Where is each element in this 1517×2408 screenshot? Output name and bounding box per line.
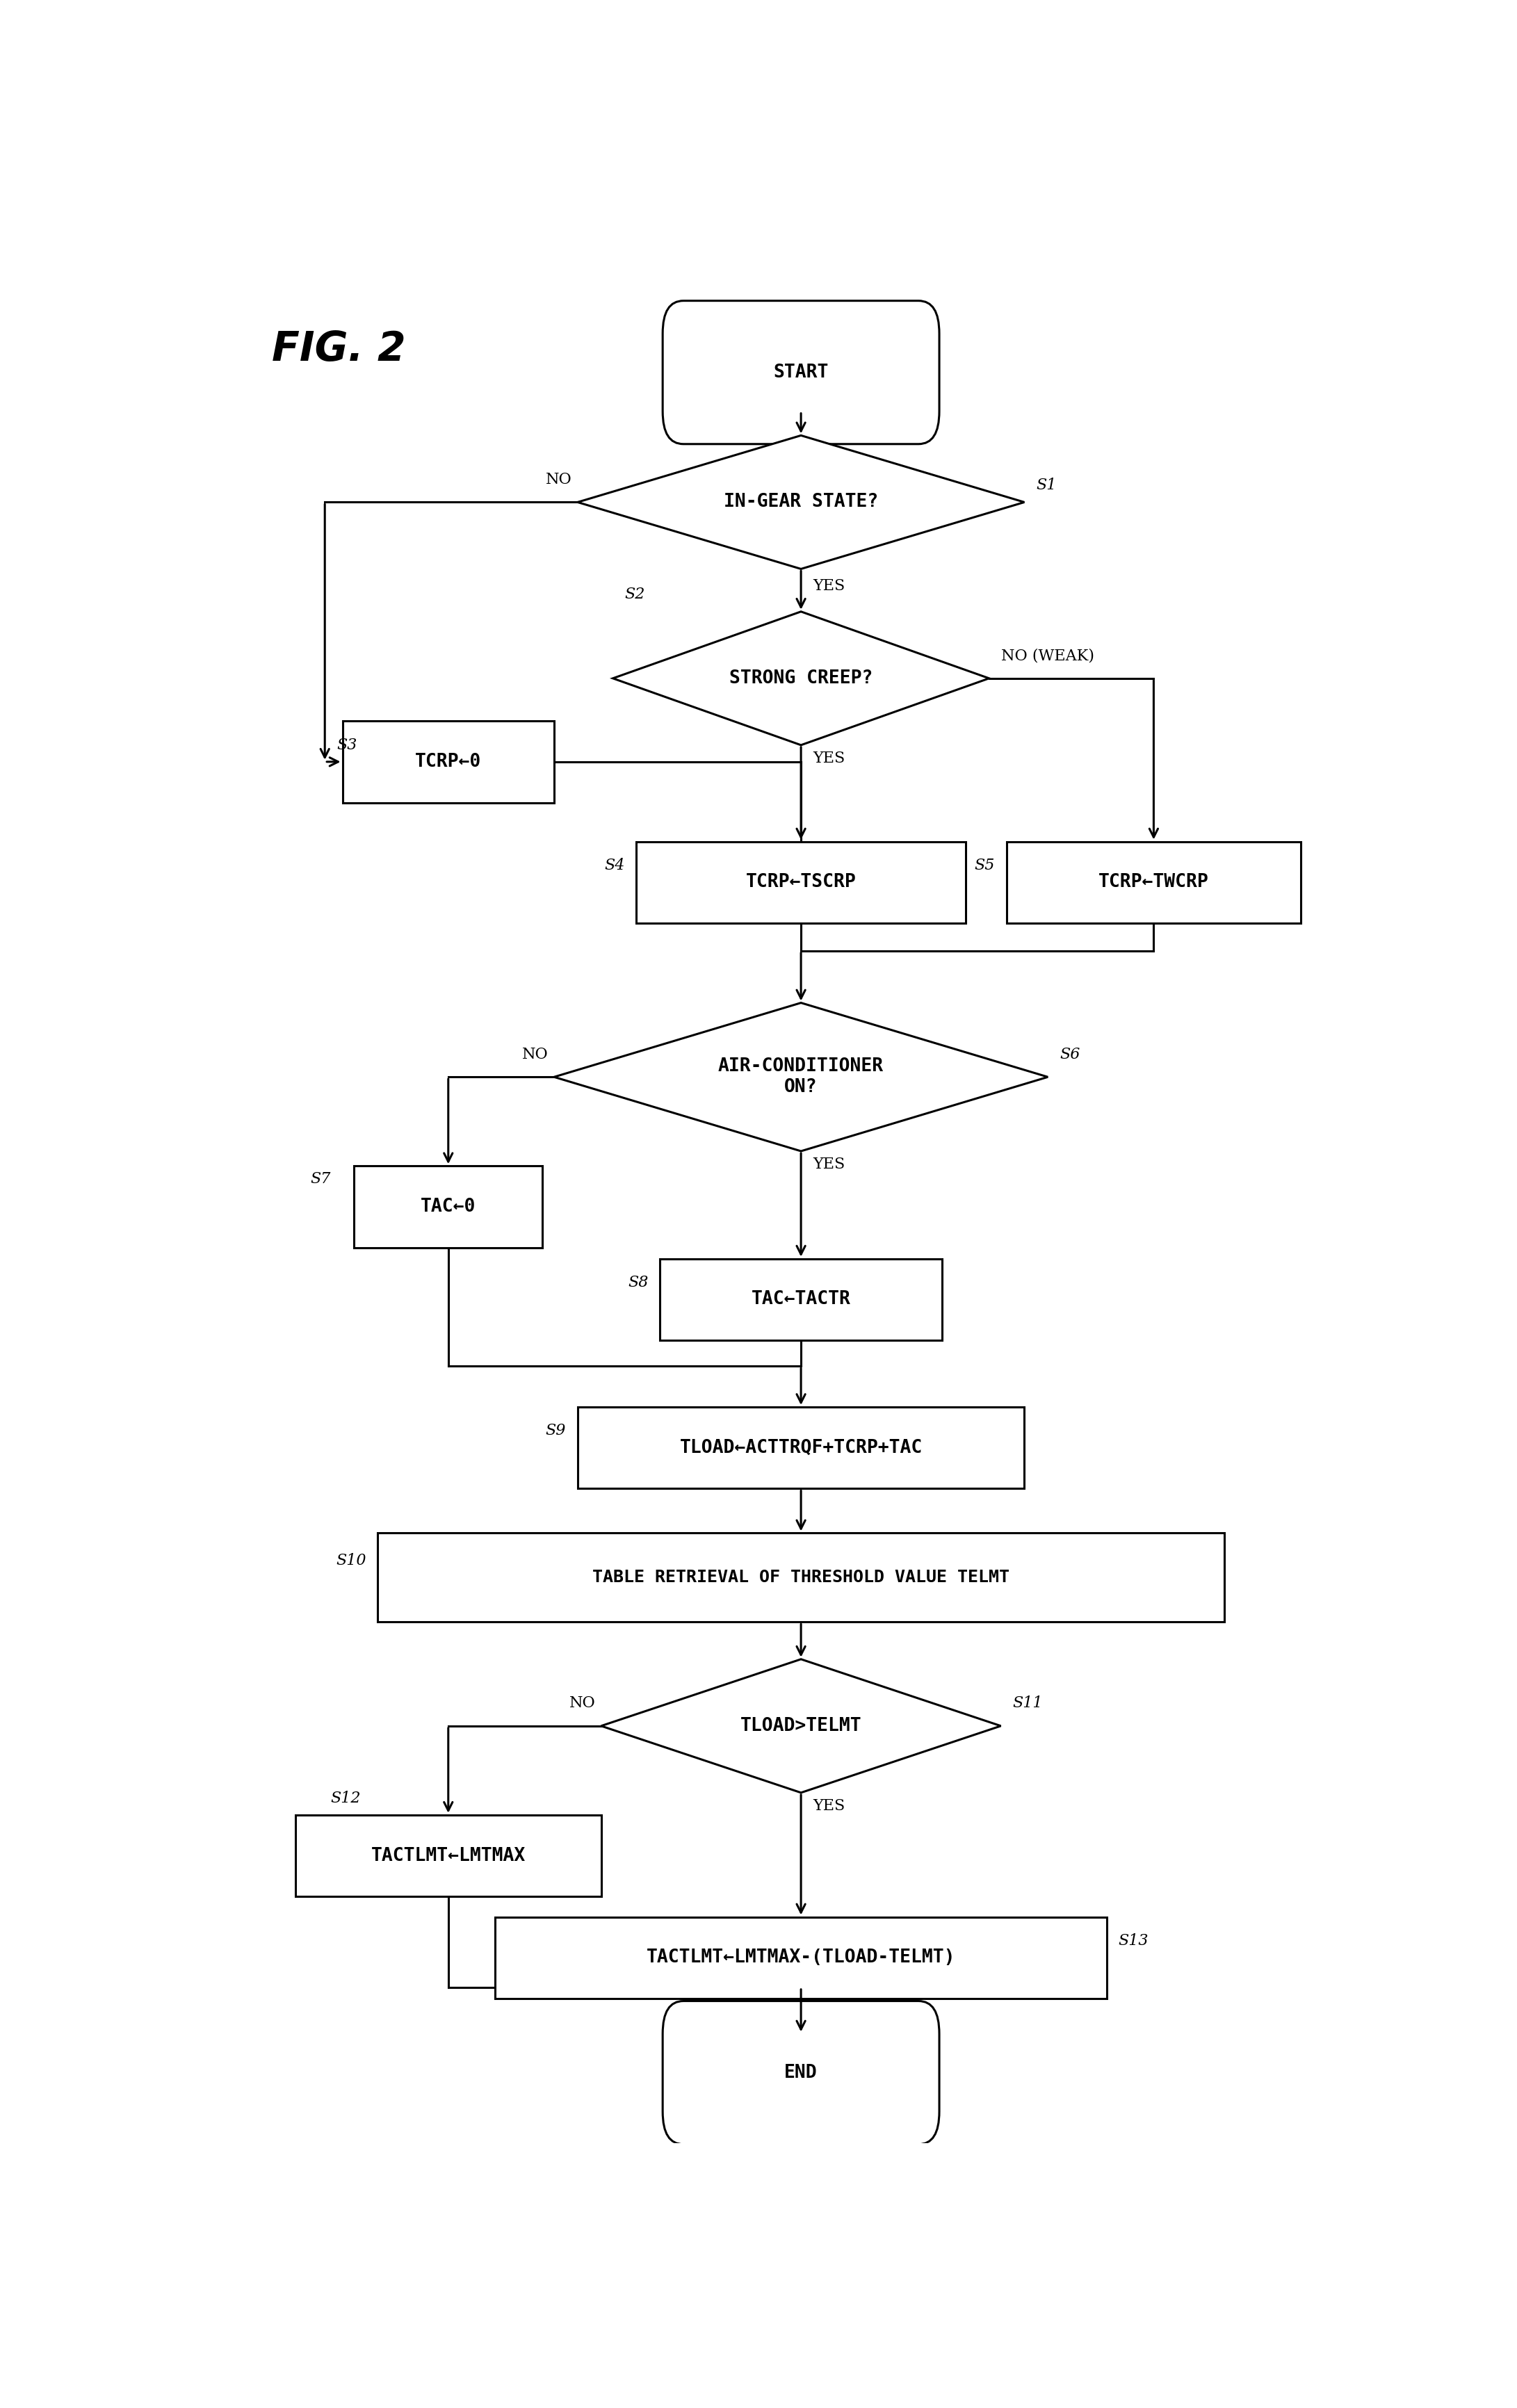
Text: START: START [774, 364, 828, 380]
Text: FIG. 2: FIG. 2 [272, 330, 407, 368]
Bar [495, 1917, 1107, 1999]
Text: NO: NO [522, 1047, 548, 1062]
Bar [296, 1816, 601, 1898]
Text: STRONG CREEP?: STRONG CREEP? [730, 669, 872, 686]
Text: S12: S12 [331, 1792, 361, 1806]
Text: S4: S4 [604, 857, 625, 874]
Text: S9: S9 [546, 1423, 566, 1438]
Text: AIR-CONDITIONER
ON?: AIR-CONDITIONER ON? [718, 1057, 884, 1096]
Text: S5: S5 [974, 857, 995, 874]
Text: TCRP←0: TCRP←0 [416, 754, 481, 771]
Text: TAC←TACTR: TAC←TACTR [751, 1291, 851, 1308]
Polygon shape [601, 1659, 1001, 1792]
Text: TAC←0: TAC←0 [420, 1197, 476, 1216]
Polygon shape [554, 1002, 1048, 1151]
Text: S3: S3 [337, 737, 356, 751]
Bar [1007, 840, 1300, 922]
Text: TLOAD←ACTTRQF+TCRP+TAC: TLOAD←ACTTRQF+TCRP+TAC [680, 1438, 922, 1457]
Text: TACTLMT←LMTMAX: TACTLMT←LMTMAX [372, 1847, 525, 1864]
Text: NO: NO [546, 472, 572, 486]
Bar [355, 1165, 543, 1247]
Text: IN-GEAR STATE?: IN-GEAR STATE? [724, 494, 878, 510]
Text: NO: NO [569, 1695, 595, 1712]
Bar [660, 1259, 942, 1341]
Bar [343, 720, 554, 802]
FancyBboxPatch shape [663, 301, 939, 443]
Text: TCRP←TWCRP: TCRP←TWCRP [1098, 874, 1209, 891]
Text: YES: YES [813, 751, 845, 766]
Text: S11: S11 [1013, 1695, 1042, 1712]
Text: TACTLMT←LMTMAX-(TLOAD-TELMT): TACTLMT←LMTMAX-(TLOAD-TELMT) [646, 1948, 956, 1967]
Bar [637, 840, 966, 922]
Text: NO (WEAK): NO (WEAK) [1001, 648, 1094, 665]
Text: TABLE RETRIEVAL OF THRESHOLD VALUE TELMT: TABLE RETRIEVAL OF THRESHOLD VALUE TELMT [593, 1570, 1009, 1587]
Text: S1: S1 [1036, 477, 1056, 494]
Bar [378, 1534, 1224, 1623]
Text: S8: S8 [628, 1274, 648, 1291]
FancyBboxPatch shape [663, 2001, 939, 2143]
Text: END: END [784, 2064, 818, 2081]
Text: S13: S13 [1118, 1934, 1148, 1948]
Text: S10: S10 [335, 1553, 366, 1568]
Text: YES: YES [813, 578, 845, 592]
Text: S6: S6 [1059, 1047, 1080, 1062]
Text: S7: S7 [311, 1170, 331, 1187]
Polygon shape [613, 612, 989, 744]
Text: TLOAD>TELMT: TLOAD>TELMT [740, 1717, 862, 1736]
Text: YES: YES [813, 1799, 845, 1813]
Text: YES: YES [813, 1156, 845, 1173]
Bar [578, 1406, 1024, 1488]
Text: TCRP←TSCRP: TCRP←TSCRP [746, 874, 856, 891]
Polygon shape [578, 436, 1024, 568]
Text: S2: S2 [625, 588, 645, 602]
